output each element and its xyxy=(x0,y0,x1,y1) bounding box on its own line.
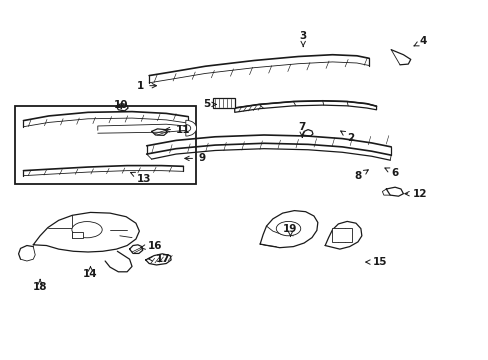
Text: 8: 8 xyxy=(354,170,367,181)
Text: 1: 1 xyxy=(137,81,156,91)
Text: 16: 16 xyxy=(141,240,162,251)
Text: 19: 19 xyxy=(283,224,297,237)
Text: 18: 18 xyxy=(33,279,47,292)
Ellipse shape xyxy=(72,222,102,238)
Text: 15: 15 xyxy=(365,257,386,267)
Text: 14: 14 xyxy=(83,266,98,279)
Text: 6: 6 xyxy=(384,168,398,178)
Text: 12: 12 xyxy=(404,189,427,199)
Text: 11: 11 xyxy=(165,125,190,135)
Bar xyxy=(212,98,234,108)
Text: 7: 7 xyxy=(298,122,305,137)
Text: 2: 2 xyxy=(340,131,354,143)
Bar xyxy=(15,106,195,184)
Text: 10: 10 xyxy=(114,100,128,110)
Text: 5: 5 xyxy=(203,99,216,109)
Text: 9: 9 xyxy=(184,153,205,163)
Wedge shape xyxy=(185,120,196,136)
Text: 17: 17 xyxy=(148,254,170,264)
Bar xyxy=(72,232,83,238)
Text: 13: 13 xyxy=(130,172,151,184)
Ellipse shape xyxy=(276,221,300,236)
Bar xyxy=(331,228,351,242)
Text: 3: 3 xyxy=(299,31,306,46)
Text: 4: 4 xyxy=(413,36,426,46)
